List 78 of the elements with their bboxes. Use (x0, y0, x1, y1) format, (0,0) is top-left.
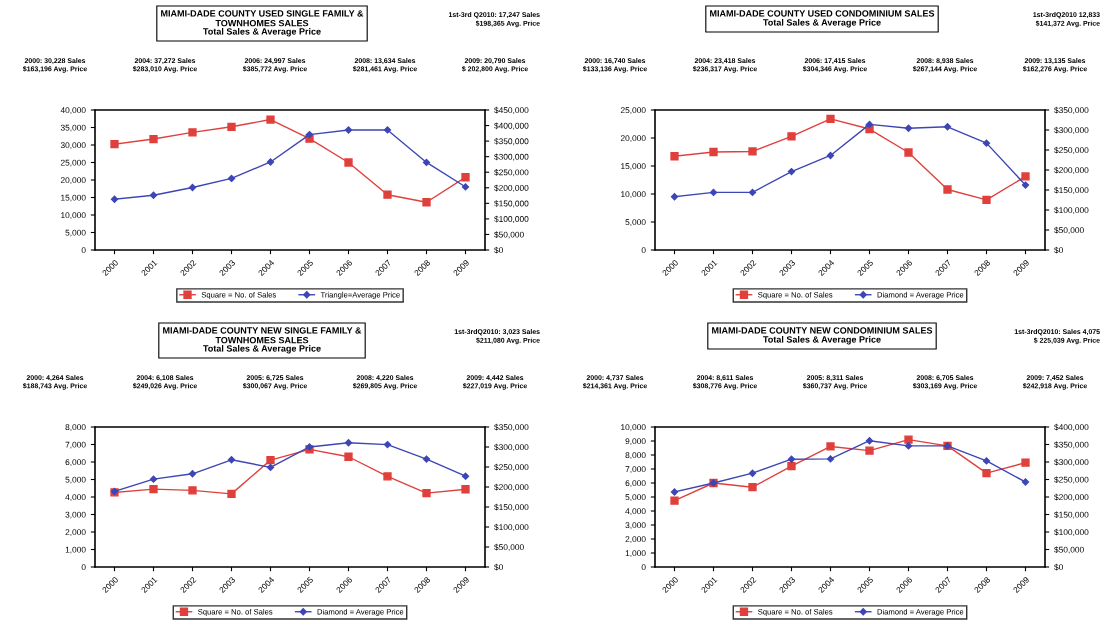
y2-tick-label: $50,000 (494, 231, 524, 239)
y-tick-label: 30,000 (60, 142, 86, 150)
y-tick-label: 35,000 (60, 124, 86, 132)
y2-tick-label: $0 (494, 563, 503, 571)
y-tick-label: 7,000 (65, 441, 86, 449)
y-tick-label: 25,000 (60, 159, 86, 167)
y2-tick-label: $100,000 (494, 523, 529, 532)
y2-tick-label: $50,000 (1054, 546, 1084, 554)
y2-tick-label: $250,000 (1054, 146, 1089, 155)
y2-tick-label: $300,000 (494, 443, 529, 452)
y2-tick-label: $200,000 (1054, 166, 1089, 175)
y-tick-label: 20,000 (60, 177, 86, 185)
y-tick-label: 4,000 (625, 508, 646, 516)
y2-tick-label: $100,000 (494, 215, 529, 223)
y2-tick-label: $350,000 (494, 423, 529, 432)
y-tick-label: 15,000 (621, 163, 646, 171)
y2-tick-label: $400,000 (494, 122, 529, 130)
y-tick-label: 5,000 (625, 219, 646, 227)
y2-tick-label: $250,000 (494, 463, 529, 472)
y2-tick-label: $150,000 (1054, 186, 1089, 195)
y-tick-label: 5,000 (625, 494, 646, 502)
chart-title: MIAMI-DADE COUNTY NEW SINGLE FAMILY & TOWNHOMES SALES (163, 327, 362, 344)
y-tick-label: 40,000 (60, 107, 86, 115)
y-tick-label: 5,000 (65, 476, 86, 484)
y-tick-label: 10,000 (621, 424, 646, 432)
y-tick-label: 15,000 (61, 194, 86, 202)
y-tick-label: 1,000 (65, 546, 86, 554)
y2-tick-label: $150,000 (494, 503, 529, 512)
y2-tick-label: $100,000 (1054, 528, 1089, 537)
y-tick-label: 20,000 (620, 135, 646, 143)
y-tick-label: 3,000 (625, 522, 646, 530)
y-tick-label: 10,000 (621, 191, 646, 199)
y2-tick-label: $250,000 (1054, 476, 1089, 484)
y2-tick-label: $350,000 (1054, 106, 1089, 115)
y2-tick-label: $200,000 (1054, 493, 1089, 502)
y-tick-label: 7,000 (625, 466, 646, 474)
y-tick-label: 0 (641, 564, 646, 571)
chart-title: MIAMI-DADE COUNTY USED SINGLE FAMILY & TOWNHOMES SALES (161, 10, 364, 27)
y2-tick-label: $50,000 (494, 543, 524, 552)
chart-subtitle: Total Sales & Average Price (203, 28, 321, 37)
y2-tick-label: $200,000 (494, 483, 529, 492)
y2-tick-label: $0 (494, 246, 503, 254)
chart-title: MIAMI-DADE COUNTY NEW CONDOMINIUM SALES (712, 327, 933, 334)
y2-tick-label: $450,000 (494, 106, 529, 115)
y-tick-label: 5,000 (65, 229, 86, 237)
y-tick-label: 3,000 (65, 511, 86, 519)
y-tick-label: 8,000 (65, 424, 86, 432)
y-tick-label: 1,000 (625, 550, 646, 558)
chart-subtitle: Total Sales & Average Price (763, 336, 881, 345)
y2-tick-label: $250,000 (494, 169, 529, 177)
y-tick-label: 0 (81, 247, 86, 254)
y2-tick-label: $300,000 (494, 153, 529, 161)
y2-tick-label: $150,000 (1054, 511, 1089, 519)
y-tick-label: 0 (641, 247, 646, 254)
y2-tick-label: $200,000 (494, 184, 529, 192)
y-tick-label: 4,000 (65, 494, 86, 502)
y2-tick-label: $0 (1054, 563, 1063, 571)
y-tick-label: 25,000 (620, 107, 646, 115)
y2-tick-label: $350,000 (1054, 441, 1089, 449)
y2-tick-label: $100,000 (1054, 206, 1089, 215)
y2-tick-label: $400,000 (1054, 423, 1089, 432)
y2-tick-label: $0 (1054, 246, 1063, 254)
y-tick-label: 6,000 (625, 480, 646, 488)
y2-tick-label: $350,000 (494, 137, 529, 146)
y-tick-label: 10,000 (61, 212, 86, 220)
y-tick-label: 2,000 (65, 529, 86, 537)
y2-tick-label: $50,000 (1054, 226, 1084, 235)
chart-subtitle: Total Sales & Average Price (763, 19, 881, 28)
y-tick-label: 9,000 (625, 438, 646, 446)
y2-tick-label: $300,000 (1054, 126, 1089, 135)
y-tick-label: 8,000 (625, 452, 646, 460)
y2-tick-label: $150,000 (494, 200, 529, 208)
y-tick-label: 6,000 (65, 459, 86, 467)
y-tick-label: 2,000 (625, 536, 646, 544)
chart-subtitle: Total Sales & Average Price (203, 345, 321, 354)
y2-tick-label: $300,000 (1054, 458, 1089, 467)
y-tick-label: 0 (81, 564, 86, 571)
chart-title: MIAMI-DADE COUNTY USED CONDOMINIUM SALES (710, 10, 935, 17)
